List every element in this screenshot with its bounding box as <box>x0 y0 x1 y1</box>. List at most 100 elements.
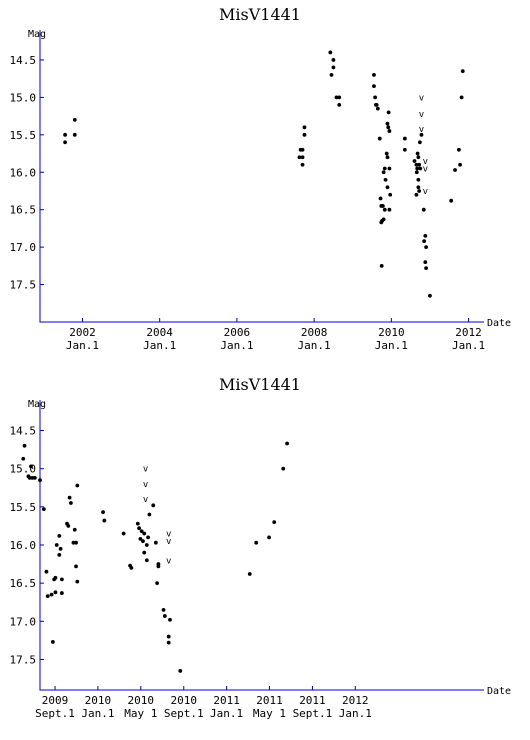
y-tick-label: 17.0 <box>10 615 37 628</box>
data-point <box>155 581 160 586</box>
data-point <box>414 170 419 175</box>
data-point <box>374 102 379 107</box>
data-point <box>74 564 78 569</box>
data-point <box>414 162 419 167</box>
data-point <box>59 577 64 582</box>
data-point <box>375 106 380 111</box>
data-point <box>302 132 307 137</box>
x-tick-label-year: 2010 <box>171 694 198 707</box>
y-tick-label: 17.0 <box>10 241 37 254</box>
data-point <box>423 260 428 265</box>
data-point <box>247 572 252 576</box>
data-point <box>377 136 382 141</box>
data-point <box>337 102 342 107</box>
data-point <box>139 529 144 534</box>
data-point <box>54 543 59 547</box>
data-point <box>460 69 465 74</box>
y-axis-label: Mag <box>28 399 46 410</box>
data-point <box>75 579 80 584</box>
data-point <box>329 73 334 77</box>
data-point <box>382 207 387 212</box>
data-point <box>21 456 26 461</box>
x-tick-label-date: Jan.1 <box>143 339 176 352</box>
data-point <box>418 140 422 145</box>
data-point <box>121 531 126 536</box>
data-point <box>58 546 63 551</box>
data-point <box>53 590 58 595</box>
data-point <box>300 162 305 167</box>
data-point <box>419 132 424 137</box>
data-point <box>372 73 376 77</box>
data-point <box>417 189 422 193</box>
x-axis-label: Date <box>487 318 511 329</box>
x-tick-label-date: Jan.1 <box>220 339 253 352</box>
x-tick-label-year: 2009 <box>42 694 69 707</box>
data-point <box>386 110 391 115</box>
data-point <box>162 614 167 618</box>
data-point <box>385 121 390 126</box>
data-point <box>418 166 423 171</box>
data-point <box>412 159 417 163</box>
data-point <box>453 168 457 172</box>
y-tick-label: 16.0 <box>10 539 37 552</box>
data-point <box>281 466 286 471</box>
data-point <box>151 503 156 508</box>
data-point <box>383 177 388 182</box>
data-point <box>424 245 428 250</box>
data-point <box>384 151 389 156</box>
upper-limit-marker: v <box>143 495 148 505</box>
y-tick-label: 15.0 <box>10 463 37 476</box>
x-tick-label-year: 2010 <box>378 326 405 339</box>
data-point <box>379 220 384 225</box>
data-point <box>66 524 71 528</box>
data-point <box>415 166 420 171</box>
upper-limit-marker: v <box>423 157 428 167</box>
data-point <box>49 592 54 597</box>
y-tick-label: 15.0 <box>10 91 37 104</box>
y-tick-label: 15.5 <box>10 501 37 514</box>
data-point <box>272 520 277 525</box>
data-point <box>328 50 333 55</box>
data-point <box>267 535 271 540</box>
data-point <box>300 155 305 160</box>
upper-limit-marker: v <box>423 187 428 197</box>
x-tick-label-year: 2010 <box>85 694 112 707</box>
data-point <box>63 132 67 137</box>
chart-title: MisV1441 <box>219 375 301 394</box>
chart-title: MisV1441 <box>219 5 301 24</box>
data-point <box>334 95 339 100</box>
data-point <box>402 136 407 141</box>
data-point <box>417 162 422 167</box>
data-point <box>381 217 386 222</box>
data-point <box>41 507 46 512</box>
y-tick-label: 14.5 <box>10 425 37 438</box>
x-tick-label-year: 2011 <box>213 694 240 707</box>
data-point <box>416 185 421 190</box>
data-point <box>387 166 392 171</box>
data-point <box>385 185 390 190</box>
data-point <box>141 539 145 544</box>
x-tick-label-date: May 1 <box>253 707 286 720</box>
data-point <box>414 192 419 197</box>
data-point <box>22 443 27 448</box>
upper-limit-marker: v <box>143 465 148 475</box>
data-point <box>166 634 171 639</box>
x-tick-label-date: Jan.1 <box>66 339 99 352</box>
data-point <box>63 140 67 145</box>
data-point <box>29 464 33 469</box>
data-point <box>378 196 383 201</box>
data-point <box>101 510 105 515</box>
data-point <box>142 550 147 555</box>
data-point <box>166 640 171 645</box>
data-point <box>379 263 384 268</box>
data-point <box>415 151 420 156</box>
y-tick-label: 17.5 <box>10 279 37 292</box>
x-tick-label-year: 2011 <box>299 694 326 707</box>
x-tick-label-date: Jan.1 <box>375 339 408 352</box>
data-point <box>102 518 107 523</box>
data-point <box>381 170 386 175</box>
data-point <box>387 129 392 133</box>
data-point <box>423 233 428 238</box>
data-point <box>44 569 49 574</box>
